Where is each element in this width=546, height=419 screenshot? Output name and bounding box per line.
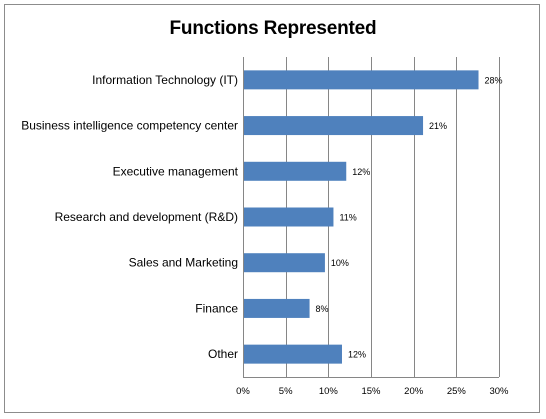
category-label: Information Technology (IT): [92, 73, 238, 87]
data-label: 12%: [348, 350, 366, 360]
bars: [244, 70, 479, 364]
x-axis-ticks: 0% 5% 10% 15% 20% 25% 30%: [236, 386, 509, 397]
bar-chart: Information Technology (IT) Business inte…: [21, 57, 509, 397]
data-label: 28%: [485, 75, 503, 85]
x-tick-label: 5%: [279, 386, 293, 397]
x-tick-label: 25%: [447, 386, 467, 397]
chart-title: Functions Represented: [169, 18, 377, 39]
x-tick-label: 10%: [319, 386, 339, 397]
category-label: Business intelligence competency center: [21, 119, 238, 133]
bar: [244, 253, 325, 273]
bar: [244, 116, 424, 136]
category-label: Other: [208, 347, 238, 361]
data-label: 10%: [331, 258, 349, 268]
data-label: 11%: [339, 213, 356, 223]
bar: [244, 161, 347, 181]
data-label: 21%: [429, 121, 447, 131]
chart-frame: Functions Represented Information Techno…: [4, 4, 540, 413]
bar: [244, 207, 334, 227]
category-label: Executive management: [113, 164, 239, 178]
x-tick-label: 20%: [404, 386, 424, 397]
category-labels: Information Technology (IT) Business inte…: [21, 73, 238, 361]
x-tick-label: 0%: [236, 386, 250, 397]
category-label: Finance: [195, 301, 238, 315]
bar: [244, 344, 342, 364]
x-tick-label: 15%: [361, 386, 381, 397]
data-label: 8%: [316, 304, 329, 314]
bar: [244, 298, 310, 318]
bar: [244, 70, 479, 90]
category-label: Sales and Marketing: [129, 256, 238, 270]
category-label: Research and development (R&D): [55, 210, 238, 224]
data-labels: 28% 21% 12% 11% 10% 8% 12%: [316, 75, 503, 359]
x-tick-label: 30%: [489, 386, 509, 397]
data-label: 12%: [352, 167, 370, 177]
